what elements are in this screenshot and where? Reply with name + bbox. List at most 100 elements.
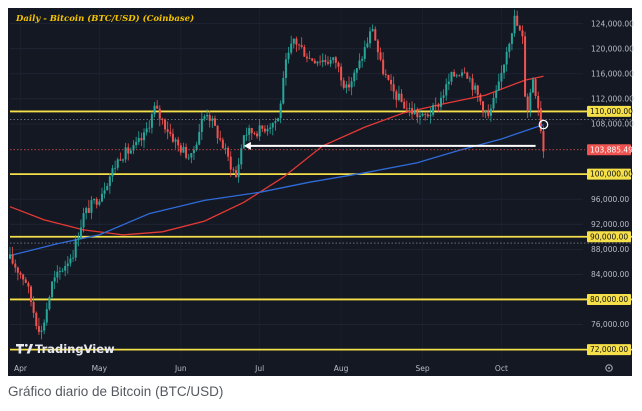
candle-bullish: [321, 60, 324, 63]
candle-bullish: [200, 118, 203, 133]
candle-bearish: [32, 301, 35, 313]
candle-bullish: [447, 81, 450, 85]
candle-bullish: [497, 81, 500, 91]
candle-bearish: [416, 111, 419, 118]
candle-bullish: [182, 147, 185, 153]
candle-bullish: [355, 68, 358, 73]
candle-bullish: [271, 122, 274, 128]
candle-bullish: [345, 84, 348, 88]
candle-bearish: [482, 101, 485, 113]
moving-average-line: [9, 75, 544, 236]
candle-bullish: [489, 108, 492, 116]
x-tick-label: Jun: [174, 364, 187, 373]
y-tick-label: 76,000.00: [591, 320, 629, 329]
candle-bearish: [453, 71, 456, 77]
candle-bearish: [27, 282, 30, 287]
tradingview-logo-text: TradingView: [35, 342, 115, 356]
level-label-box: [587, 344, 631, 356]
candle-bullish: [137, 138, 140, 142]
candle-bullish: [40, 330, 43, 332]
candle-bearish: [253, 133, 256, 134]
candle-bearish: [208, 115, 211, 121]
candle-bearish: [95, 198, 98, 205]
candle-bullish: [116, 159, 119, 168]
candle-bearish: [524, 36, 527, 97]
candle-bullish: [413, 111, 416, 115]
candle-bearish: [22, 274, 25, 280]
candle-bearish: [161, 118, 164, 120]
candle-bullish: [266, 128, 269, 132]
candle-bullish: [531, 79, 534, 93]
candle-bullish: [316, 61, 319, 64]
candle-bearish: [177, 139, 180, 146]
candle-bullish: [143, 132, 146, 141]
candle-bullish: [174, 139, 177, 142]
candle-bearish: [471, 78, 474, 90]
level-label-box: [587, 231, 631, 243]
candle-bearish: [235, 170, 237, 178]
candle-bearish: [303, 46, 306, 57]
level-label-box: [587, 105, 631, 117]
candle-bearish: [19, 272, 22, 275]
chart-title: Daily - Bitcoin (BTC/USD) (Coinbase): [15, 13, 194, 24]
candle-bullish: [500, 72, 503, 82]
candle-bullish: [124, 147, 127, 160]
candle-bearish: [219, 138, 222, 140]
candle-bullish: [203, 116, 206, 119]
candle-bearish: [411, 108, 414, 115]
candle-bearish: [374, 29, 377, 41]
candle-bearish: [261, 125, 264, 129]
moving-average-line: [9, 123, 544, 257]
candle-bearish: [334, 57, 337, 63]
candle-bearish: [526, 96, 529, 111]
candle-bearish: [305, 56, 308, 59]
candle-bullish: [245, 134, 248, 136]
tradingview-logo-mark: [16, 344, 34, 354]
candle-bullish: [82, 213, 85, 228]
y-tick-label: 84,000.00: [591, 270, 629, 279]
candle-bullish: [45, 309, 48, 323]
candle-bearish: [348, 84, 350, 88]
candle-bullish: [329, 59, 332, 64]
candle-bearish: [169, 131, 172, 134]
candle-bearish: [14, 263, 17, 268]
candle-bullish: [190, 153, 193, 158]
candle-bullish: [461, 72, 463, 76]
candle-bullish: [51, 281, 54, 298]
candle-bearish: [300, 45, 303, 47]
candle-bearish: [403, 101, 406, 109]
candle-bearish: [308, 58, 311, 60]
y-tick-label: 124,000.00: [591, 19, 634, 28]
candle-bearish: [127, 147, 130, 154]
candle-bullish: [503, 64, 506, 73]
moving-averages: [9, 75, 544, 257]
candle-bullish: [224, 147, 227, 149]
candle-bearish: [340, 66, 343, 81]
candle-bearish: [164, 119, 167, 130]
candle-bullish: [103, 190, 106, 194]
candle-bullish: [450, 71, 453, 82]
candle-bullish: [277, 118, 280, 122]
chart-background: [8, 8, 632, 376]
candle-bearish: [140, 138, 143, 141]
candle-bullish: [332, 57, 335, 60]
horizontal-levels: 110,000.00 100,000.00 90,000.00 80,000.00 72…: [10, 105, 633, 356]
candle-bullish: [363, 47, 366, 59]
candle-bearish: [185, 147, 188, 158]
gear-icon[interactable]: [605, 364, 613, 372]
candle-bearish: [479, 94, 482, 102]
candle-bearish: [256, 133, 259, 137]
candle-bullish: [106, 185, 109, 191]
candle-bullish: [98, 201, 101, 205]
candle-bearish: [426, 114, 429, 117]
candle-bearish: [463, 72, 466, 74]
candle-bullish: [397, 93, 400, 100]
candle-bullish: [43, 322, 46, 331]
candle-bullish: [56, 271, 59, 278]
candle-bullish: [439, 97, 442, 107]
candle-bearish: [35, 312, 38, 327]
candle-bullish: [508, 43, 511, 52]
candle-bearish: [424, 113, 427, 115]
candle-bullish: [513, 15, 516, 34]
candle-bearish: [342, 80, 345, 88]
